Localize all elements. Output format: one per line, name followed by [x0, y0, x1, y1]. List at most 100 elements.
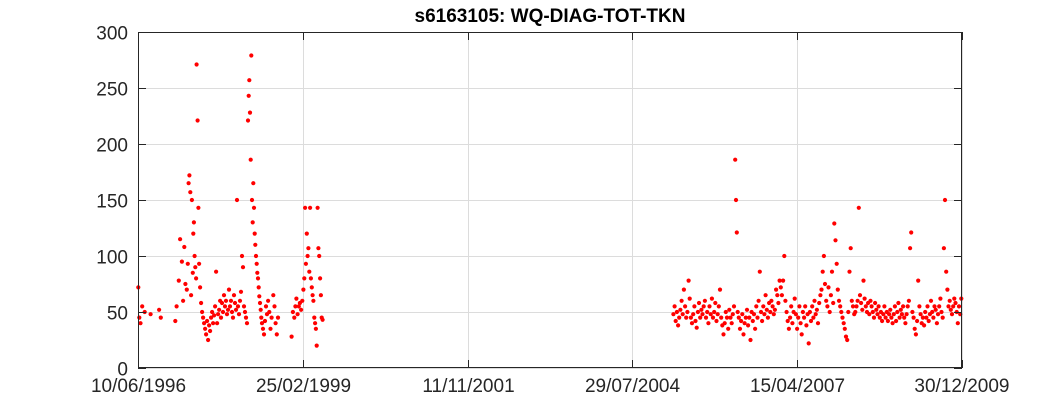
data-point [849, 298, 854, 303]
y-tick-label: 200 [96, 136, 128, 157]
data-point [880, 318, 885, 324]
data-point [262, 318, 268, 324]
data-point [672, 304, 677, 309]
data-point [892, 304, 898, 309]
data-point [216, 312, 221, 317]
data-point [741, 332, 746, 337]
data-point [253, 242, 258, 247]
data-point [304, 231, 309, 236]
data-point [223, 298, 229, 303]
x-tick-label: 11/11/2001 [422, 376, 514, 397]
data-point [204, 332, 209, 337]
data-point [176, 278, 181, 283]
data-point [200, 309, 205, 315]
x-tick-label: 10/06/1996 [91, 376, 186, 397]
data-point [757, 269, 762, 274]
data-point [263, 304, 269, 309]
data-point [295, 312, 300, 317]
data-point [898, 307, 903, 312]
data-point [684, 315, 689, 320]
data-point [230, 315, 236, 320]
data-point [205, 318, 210, 324]
data-point [306, 246, 311, 251]
data-point [833, 238, 838, 243]
data-point [189, 197, 194, 203]
x-tick-label: 29/07/2004 [585, 376, 681, 397]
data-point [702, 298, 708, 303]
data-point [158, 315, 163, 320]
data-point [201, 315, 206, 320]
data-point [834, 261, 839, 266]
data-point [877, 315, 882, 320]
data-point [839, 309, 844, 315]
data-point [853, 309, 858, 315]
x-tick-label: 25/02/1999 [256, 376, 351, 397]
data-point [274, 332, 279, 337]
data-point [899, 312, 905, 317]
data-point [945, 287, 950, 292]
data-point [688, 315, 694, 320]
data-point [755, 315, 760, 320]
data-point [195, 118, 200, 123]
data-point [775, 293, 780, 298]
data-point [261, 332, 267, 337]
data-point [191, 231, 196, 236]
data-point [699, 307, 704, 312]
data-point [723, 309, 728, 315]
data-point [728, 315, 733, 320]
data-point [187, 173, 192, 178]
data-point [740, 312, 745, 317]
data-point [693, 318, 698, 324]
data-point [955, 321, 960, 326]
data-point [213, 304, 218, 309]
data-point [953, 300, 958, 306]
data-point [226, 287, 232, 292]
data-point [222, 304, 228, 309]
data-point [856, 205, 861, 210]
data-point [788, 315, 793, 320]
data-point [742, 321, 747, 326]
data-point [240, 265, 246, 270]
data-point [829, 269, 835, 274]
data-point [764, 307, 769, 312]
x-axis: 10/06/1996 25/02/1999 11/11/2001 29/07/2004… [91, 32, 1010, 397]
data-point [247, 78, 252, 83]
data-point [916, 278, 921, 283]
data-point [689, 321, 695, 326]
data-point [220, 309, 226, 315]
data-point [251, 205, 257, 210]
y-tick-label: 150 [96, 192, 128, 213]
data-point [848, 246, 853, 251]
data-point [882, 304, 887, 309]
data-point [940, 315, 945, 320]
data-point [730, 312, 735, 317]
data-point [225, 307, 231, 312]
data-point [178, 237, 183, 242]
data-point [901, 304, 906, 309]
data-point [255, 276, 261, 281]
data-point [308, 276, 313, 281]
data-point [774, 287, 779, 292]
data-point [257, 294, 262, 299]
data-point [293, 304, 298, 309]
data-point [902, 315, 907, 320]
data-point [861, 278, 866, 283]
data-point [698, 315, 703, 320]
data-point [318, 276, 323, 281]
data-point [743, 315, 748, 320]
data-point [803, 304, 808, 309]
data-point [763, 293, 768, 298]
data-point [734, 230, 739, 235]
data-point [736, 315, 741, 320]
data-point [140, 304, 145, 309]
data-point [217, 307, 222, 312]
data-point [257, 300, 263, 306]
data-point [232, 300, 238, 306]
data-point [748, 337, 753, 343]
data-point [939, 309, 944, 315]
data-point [768, 309, 773, 315]
data-point [847, 269, 852, 274]
data-point [827, 309, 832, 315]
data-point [188, 190, 193, 195]
data-point [888, 307, 893, 312]
